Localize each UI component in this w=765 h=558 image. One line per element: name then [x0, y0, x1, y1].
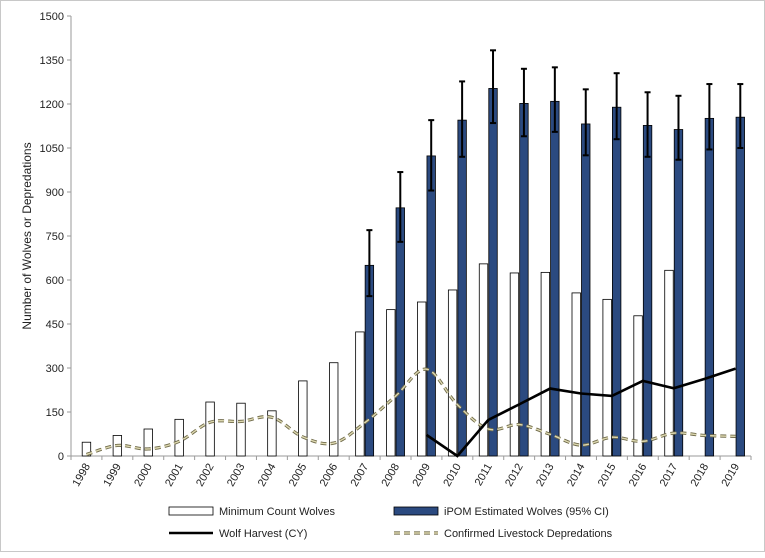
ipom-bar: [395, 207, 405, 457]
x-tick-label: 2001: [163, 462, 186, 489]
y-tick-label: 450: [46, 319, 64, 331]
min-count-bar: [143, 428, 153, 457]
depredations-line: [86, 368, 736, 456]
x-tick-label: 2012: [503, 462, 526, 489]
ipom-bar: [704, 117, 715, 457]
legend: Minimum Count Wolves iPOM Estimated Wolve…: [168, 506, 613, 540]
x-tick-label: 2013: [534, 462, 557, 489]
x-tick-label: 2016: [627, 462, 650, 489]
min-count-bar: [267, 410, 277, 457]
min-count-bar: [298, 380, 308, 457]
ipom-error-bars: [366, 49, 744, 298]
y-tick-label: 1350: [40, 55, 64, 67]
legend-item: Minimum Count Wolves: [168, 506, 335, 518]
y-tick-label: 600: [46, 275, 64, 287]
min-count-bar: [540, 271, 550, 457]
y-axis-title: Number of Wolves or Depredations: [20, 142, 34, 329]
legend-label: Minimum Count Wolves: [219, 506, 335, 518]
x-tick-label: 2015: [596, 462, 619, 489]
ipom-bar: [642, 125, 653, 457]
min-count-bar: [509, 272, 520, 457]
y-tick-label: 750: [46, 231, 64, 243]
ipom-bar: [612, 106, 622, 457]
y-tick-label: 1200: [40, 99, 64, 111]
min-count-bar: [417, 301, 427, 457]
ipom-bar: [488, 88, 498, 457]
ipom-bars: [364, 88, 745, 457]
ipom-bar: [581, 123, 591, 457]
legend-item: iPOM Estimated Wolves (95% CI): [393, 506, 609, 518]
legend-label: Confirmed Livestock Depredations: [444, 528, 613, 540]
y-tick-label: 150: [46, 407, 64, 419]
min-count-bar: [236, 402, 246, 457]
x-tick-label: 2009: [410, 462, 433, 489]
ipom-bar: [735, 116, 745, 457]
x-tick-label: 2003: [225, 462, 248, 489]
x-tick-label: 2019: [720, 462, 743, 489]
ipom-bar: [550, 100, 560, 457]
min-count-bar: [478, 263, 489, 457]
legend-label: Wolf Harvest (CY): [219, 528, 307, 540]
ipom-bar: [673, 129, 684, 457]
x-tick-label: 2011: [473, 461, 495, 487]
x-tick-label: 2000: [132, 462, 155, 489]
min-count-bar: [355, 331, 365, 457]
lines: [85, 367, 736, 458]
legend-swatch-min-count: [168, 506, 214, 516]
x-tick-label: 2005: [287, 462, 310, 489]
x-tick-label: 2017: [658, 462, 681, 489]
legend-item: Wolf Harvest (CY): [169, 528, 307, 540]
min-count-bar: [329, 362, 339, 457]
harvest-line: [425, 367, 736, 458]
x-tick-label: 1999: [101, 462, 124, 489]
min-count-bar: [602, 298, 612, 457]
min-count-bar: [447, 289, 458, 457]
x-tick-label: 2010: [441, 462, 464, 489]
legend-item: Confirmed Livestock Depredations: [394, 528, 613, 540]
x-tick-label: 2018: [689, 462, 712, 489]
x-tick-label: 2014: [565, 462, 588, 489]
min-count-bar: [205, 401, 215, 457]
ipom-bar: [426, 155, 436, 457]
y-tick-label: 1050: [40, 143, 64, 155]
y-tick-label: 0: [58, 451, 64, 463]
x-tick-label: 1998: [70, 462, 93, 489]
x-tick-label: 2008: [380, 462, 403, 489]
x-tick-label: 2002: [194, 462, 217, 489]
legend-label: iPOM Estimated Wolves (95% CI): [444, 506, 609, 518]
y-tick-label: 300: [46, 363, 64, 375]
min-count-bar: [664, 269, 674, 457]
x-tick-label: 2007: [349, 462, 372, 489]
x-tick-label: 2004: [256, 462, 279, 489]
min-count-bar: [81, 441, 92, 457]
y-tick-label: 900: [46, 187, 64, 199]
x-tick-label: 2006: [318, 462, 341, 489]
min-count-bar: [174, 418, 184, 457]
min-count-bar: [386, 309, 396, 457]
min-count-bar: [571, 292, 581, 457]
y-tick-label: 1500: [40, 11, 64, 23]
legend-swatch-ipom: [393, 506, 439, 516]
